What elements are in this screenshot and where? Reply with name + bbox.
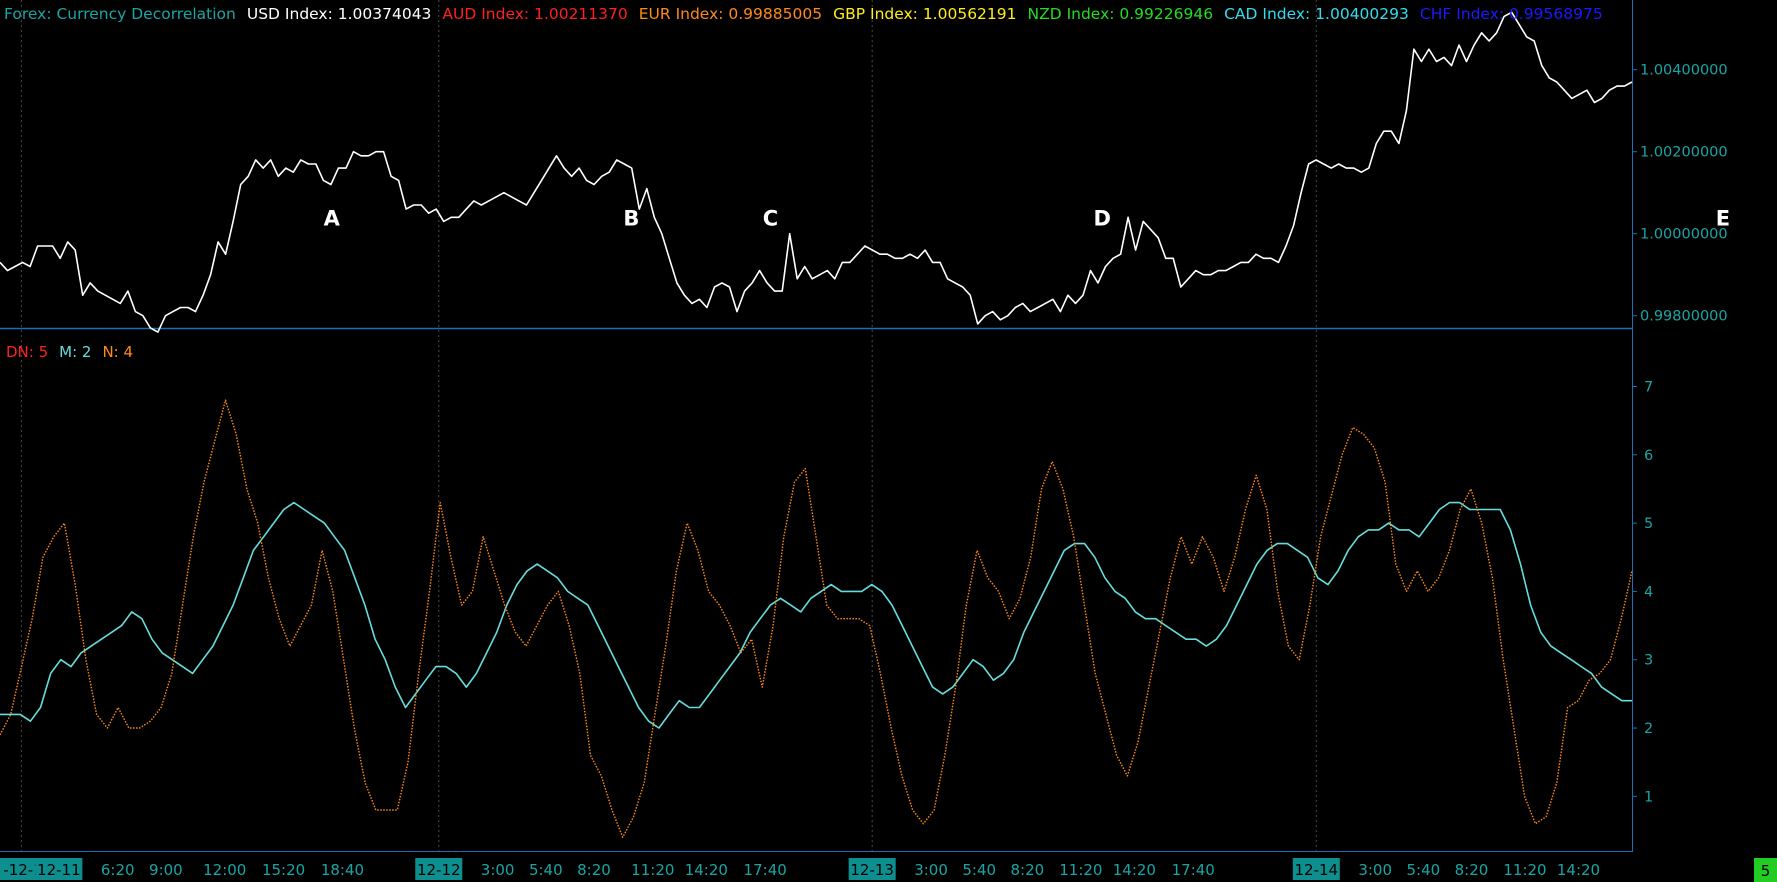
x-time-label: 8:20 xyxy=(577,861,611,879)
oscillator-series xyxy=(0,399,1633,838)
usd-index-line xyxy=(0,11,1633,333)
legend-item: DN: 5 xyxy=(6,343,48,361)
legend-item: N: 4 xyxy=(102,343,133,361)
x-time-label: 8:20 xyxy=(1011,861,1045,879)
header-item: USD Index: 1.00374043 xyxy=(247,5,432,23)
x-time-label: 5:40 xyxy=(529,861,563,879)
x-time-label: 17:40 xyxy=(1172,861,1215,879)
lower-y-tick-label: 7 xyxy=(1644,379,1653,395)
x-time-label: 11:20 xyxy=(1503,861,1546,879)
x-date-label: 12-14 xyxy=(1295,861,1339,879)
header-item: CAD Index: 1.00400293 xyxy=(1224,5,1409,23)
x-time-label: 3:00 xyxy=(481,861,515,879)
x-time-label: 9:00 xyxy=(149,861,183,879)
upper-y-tick-label: 1.00000000 xyxy=(1640,227,1728,243)
status-box: 5 xyxy=(1754,858,1777,882)
header-item: Forex: Currency Decorrelation xyxy=(4,5,236,23)
annotation-label: A xyxy=(324,206,341,230)
x-time-label: 14:20 xyxy=(685,861,728,879)
n-series-dotted-line xyxy=(0,399,1633,838)
header-item: EUR Index: 0.99885005 xyxy=(639,5,822,23)
upper-y-axis-ticks: 1.00400000 1.00200000 1.00000000 0.99800000 xyxy=(1632,63,1728,325)
annotation-label: B xyxy=(623,206,639,230)
x-time-label: 12:00 xyxy=(203,861,246,879)
header-item: CHF Index: 0.99568975 xyxy=(1420,5,1603,23)
x-date-label-box xyxy=(415,858,463,880)
status-box-label: 5 xyxy=(1761,862,1771,880)
lower-y-tick-label: 4 xyxy=(1644,584,1653,600)
lower-y-tick-label: 2 xyxy=(1644,721,1653,737)
lower-y-tick-label: 1 xyxy=(1644,789,1653,805)
x-time-label: 11:20 xyxy=(1059,861,1102,879)
header-item: NZD Index: 0.99226946 xyxy=(1028,5,1214,23)
lower-y-tick-label: 6 xyxy=(1644,448,1653,464)
x-date-label: 12-13 xyxy=(850,861,894,879)
x-time-label: 6:20 xyxy=(101,861,135,879)
annotation-label: E xyxy=(1716,206,1730,230)
x-time-label: 8:20 xyxy=(1455,861,1489,879)
usd-index-series xyxy=(0,11,1633,333)
x-time-label: 18:40 xyxy=(321,861,364,879)
x-time-label: 11:20 xyxy=(631,861,674,879)
x-time-label: 17:40 xyxy=(744,861,787,879)
upper-y-tick-label: 0.99800000 xyxy=(1640,309,1728,325)
status-box-rect xyxy=(1754,858,1777,882)
x-date-label-box xyxy=(1292,858,1340,880)
x-time-label: 3:00 xyxy=(1358,861,1392,879)
upper-y-tick-label: 1.00200000 xyxy=(1640,145,1728,161)
x-time-label: 3:00 xyxy=(914,861,948,879)
x-date-label-box xyxy=(848,858,896,880)
legend-item: M: 2 xyxy=(59,343,91,361)
x-time-label: 5:40 xyxy=(962,861,996,879)
x-date-label: 12-11 xyxy=(37,861,81,879)
x-time-label: 15:20 xyxy=(262,861,305,879)
annotation-label: C xyxy=(763,206,778,230)
x-date-label-box xyxy=(35,858,83,880)
upper-y-tick-label: 1.00400000 xyxy=(1640,63,1728,79)
chart-axes xyxy=(0,0,1633,852)
header-item: AUD Index: 1.00211370 xyxy=(442,5,627,23)
annotation-label: D xyxy=(1094,206,1111,230)
x-time-label: 14:20 xyxy=(1113,861,1156,879)
m-series-line xyxy=(0,501,1632,729)
day-separator-grid xyxy=(20,0,1317,851)
lower-y-tick-label: 3 xyxy=(1644,653,1653,669)
header-item: GBP Index: 1.00562191 xyxy=(833,5,1016,23)
x-time-label: 14:20 xyxy=(1557,861,1600,879)
chart-header: Forex: Currency Decorrelation USD Index: … xyxy=(4,5,1603,23)
lower-y-tick-label: 5 xyxy=(1644,516,1653,532)
chart-annotations: A B C D E xyxy=(324,206,1731,230)
x-date-label: 12-12 xyxy=(417,861,461,879)
x-time-label: 5:40 xyxy=(1406,861,1440,879)
x-axis-labels: 6:20 9:00 12:00 15:20 18:40 3:00 5:40 8:20 11:20… xyxy=(0,858,1600,880)
lower-y-axis-ticks: 7 6 5 4 3 2 1 xyxy=(1632,379,1653,805)
lower-panel-legend: DN: 5 M: 2 N: 4 xyxy=(6,343,133,361)
